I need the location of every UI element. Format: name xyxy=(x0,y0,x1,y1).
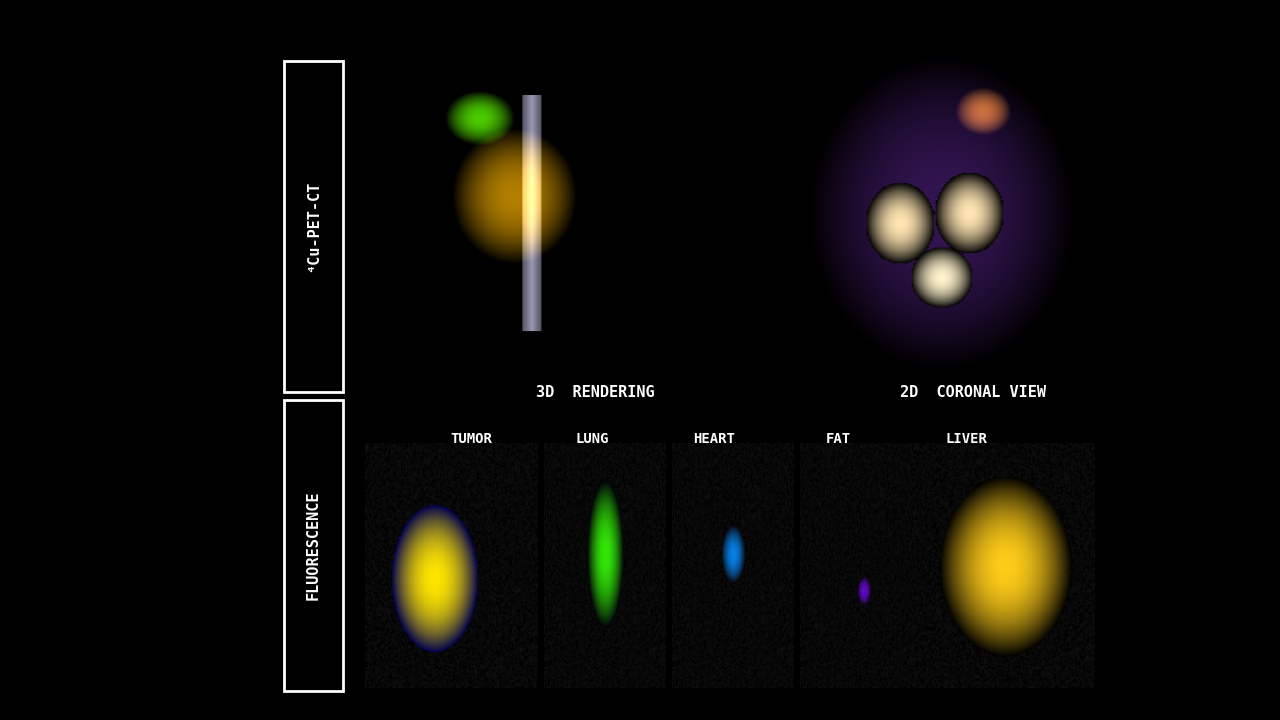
Text: K: K xyxy=(948,229,959,246)
Text: 2D  CORONAL VIEW: 2D CORONAL VIEW xyxy=(900,385,1046,400)
Text: HEART: HEART xyxy=(694,432,735,446)
Text: B: B xyxy=(936,307,946,325)
Text: LUNG: LUNG xyxy=(576,432,609,446)
Text: LIVER: LIVER xyxy=(946,432,987,446)
Bar xyxy=(284,400,343,691)
Text: ⁴Cu-PET-CT: ⁴Cu-PET-CT xyxy=(306,181,321,272)
Text: TUMOR: TUMOR xyxy=(655,126,701,141)
Text: TUMOR: TUMOR xyxy=(1020,126,1066,141)
Text: TUMOR: TUMOR xyxy=(451,432,492,446)
Text: FLUORESCENCE: FLUORESCENCE xyxy=(306,490,321,600)
Bar xyxy=(284,61,343,392)
Text: K: K xyxy=(897,243,908,261)
Text: 3D  RENDERING: 3D RENDERING xyxy=(536,385,654,400)
Text: FAT: FAT xyxy=(826,432,851,446)
